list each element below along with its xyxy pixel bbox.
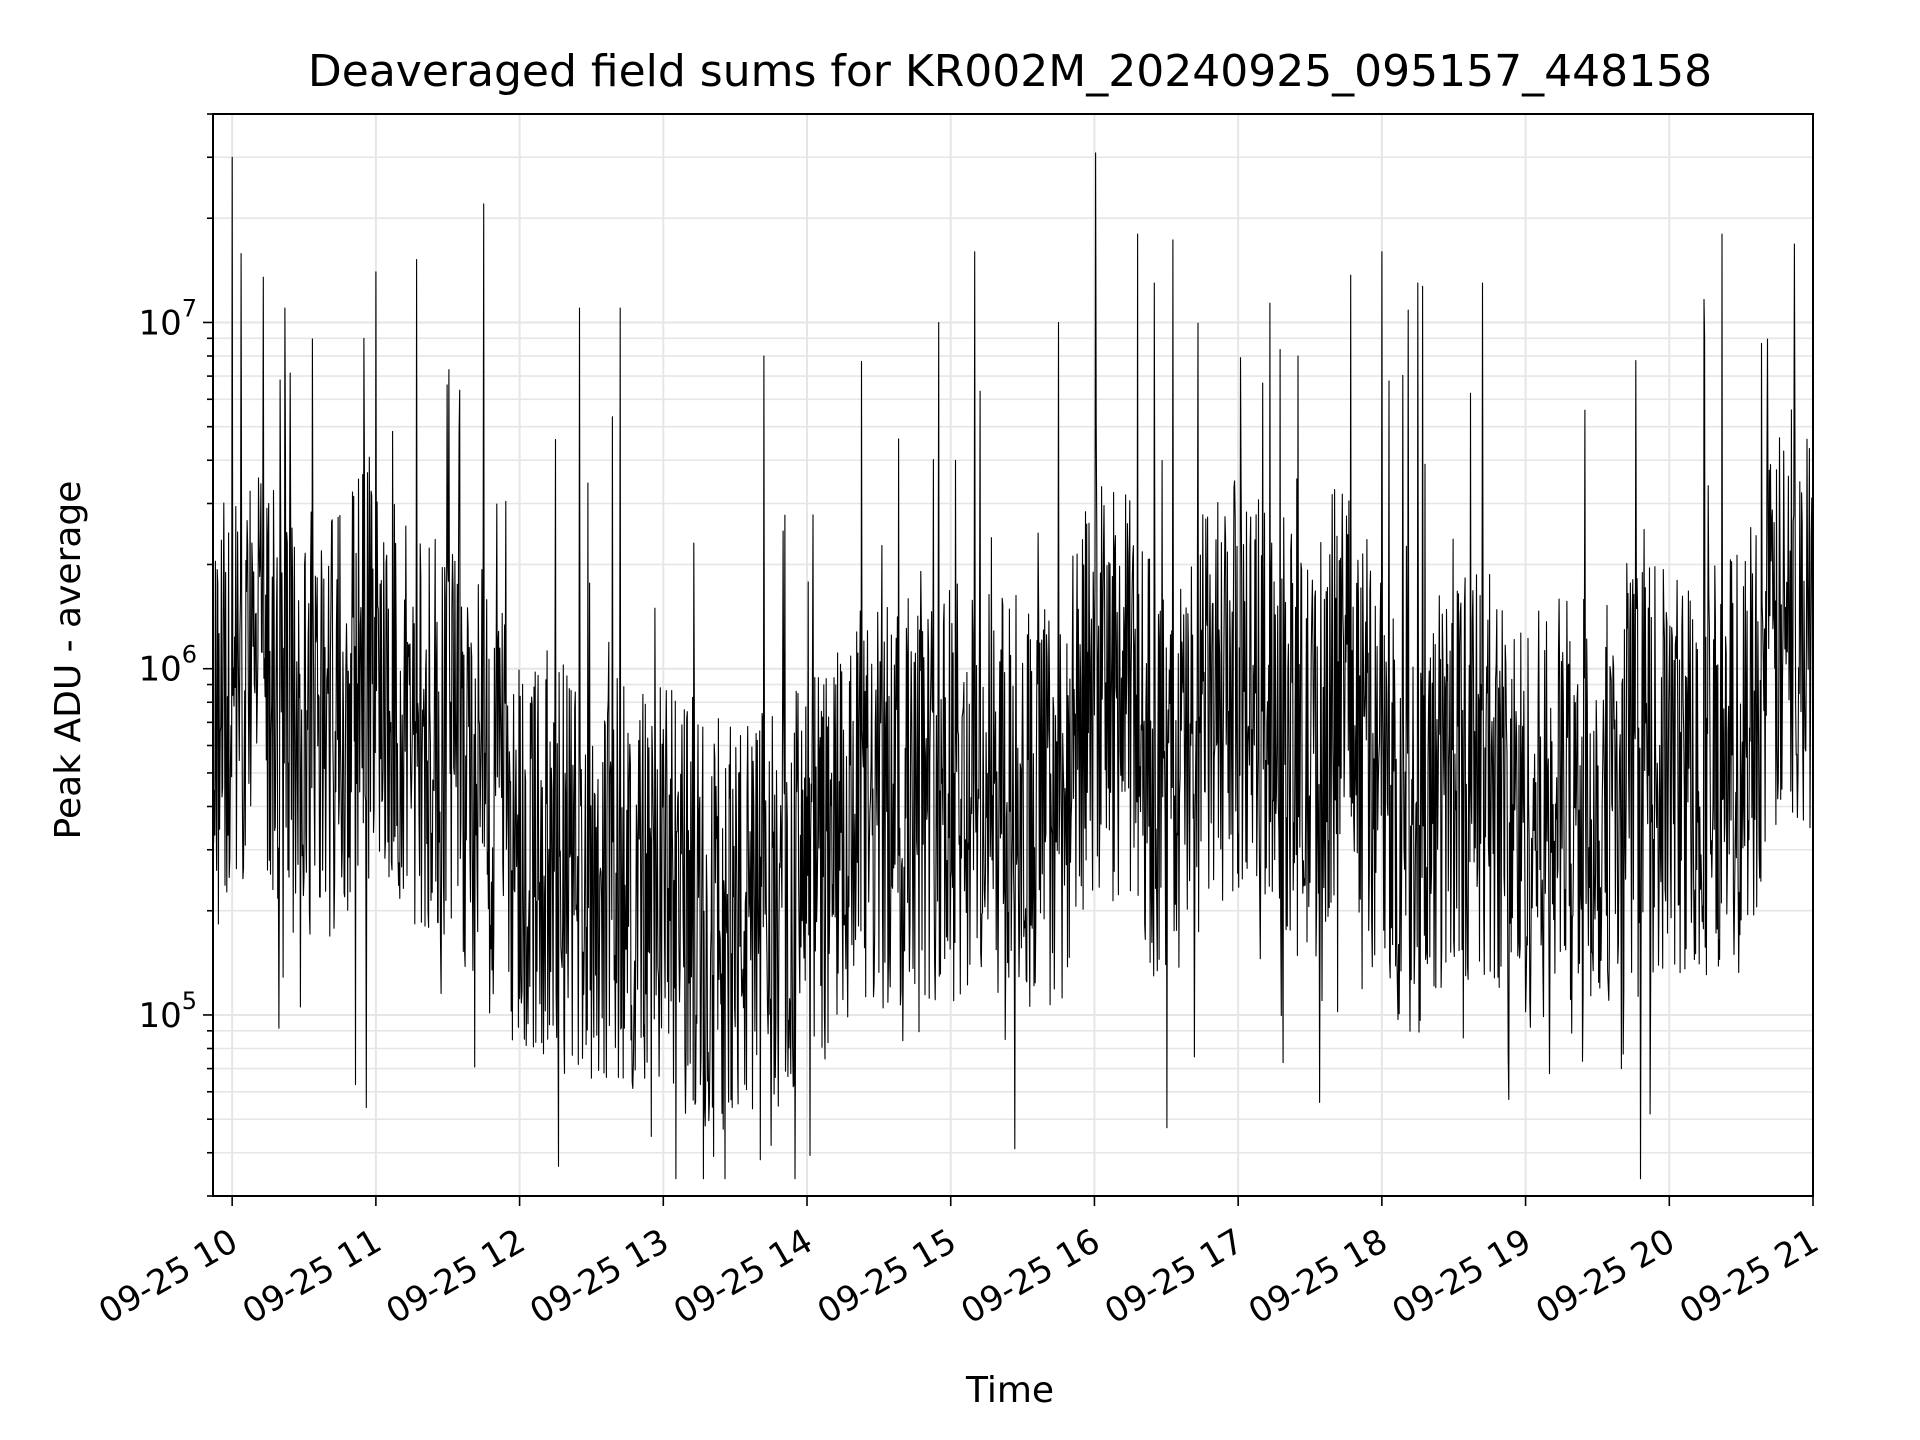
y-tick-label: 105 — [138, 987, 197, 1036]
y-axis-label: Peak ADU - average — [48, 481, 89, 840]
x-axis-label: Time — [965, 1370, 1054, 1411]
plot-frame — [212, 113, 1814, 1197]
chart-title: Deaveraged field sums for KR002M_2024092… — [308, 46, 1712, 97]
y-tick-label: 106 — [138, 641, 197, 690]
y-tick-label: 107 — [138, 294, 197, 343]
series-trace — [212, 152, 1814, 1180]
series-line — [212, 152, 1814, 1180]
